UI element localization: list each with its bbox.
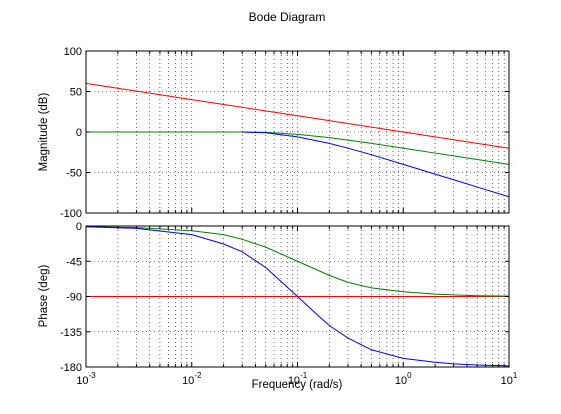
magnitude-ytick-label: 50 <box>70 87 82 99</box>
magnitude-ticks: 100 50 0 -50 -100 <box>60 46 509 220</box>
phase-ticks: 0 -45 -90 -135 -180 <box>60 221 509 374</box>
magnitude-series-line-3 <box>242 131 510 198</box>
x-axis-label: Frequency (rad/s) <box>252 379 343 391</box>
phase-series-line-3 <box>85 226 510 367</box>
magnitude-series <box>85 82 510 198</box>
chart-title: Bode Diagram <box>249 10 326 24</box>
magnitude-ylabel: Magnitude (dB) <box>38 93 50 172</box>
phase-ytick-label: -45 <box>66 256 82 268</box>
xtick-label: 100 <box>395 371 412 387</box>
phase-series <box>85 226 510 367</box>
xtick-label: 10-1 <box>288 371 308 387</box>
phase-ytick-label: -90 <box>66 292 82 304</box>
magnitude-ytick-label: -50 <box>66 168 82 180</box>
xtick-label: 101 <box>501 371 518 387</box>
xtick-label: 10-2 <box>182 371 202 387</box>
phase-ytick-label: -135 <box>60 327 82 339</box>
phase-ytick-label: 0 <box>76 221 82 233</box>
x-ticks: 10-3 10-2 10-1 100 101 <box>76 51 518 387</box>
phase-ylabel: Phase (deg) <box>38 265 50 328</box>
phase-ytick-label: -180 <box>60 362 82 374</box>
magnitude-series-line-1 <box>85 82 510 149</box>
magnitude-ytick-label: 0 <box>76 127 82 139</box>
phase-series-line-2 <box>85 226 510 297</box>
magnitude-ytick-label: 100 <box>64 46 82 58</box>
magnitude-ytick-label: -100 <box>60 208 82 220</box>
xtick-label: 10-3 <box>76 371 96 387</box>
